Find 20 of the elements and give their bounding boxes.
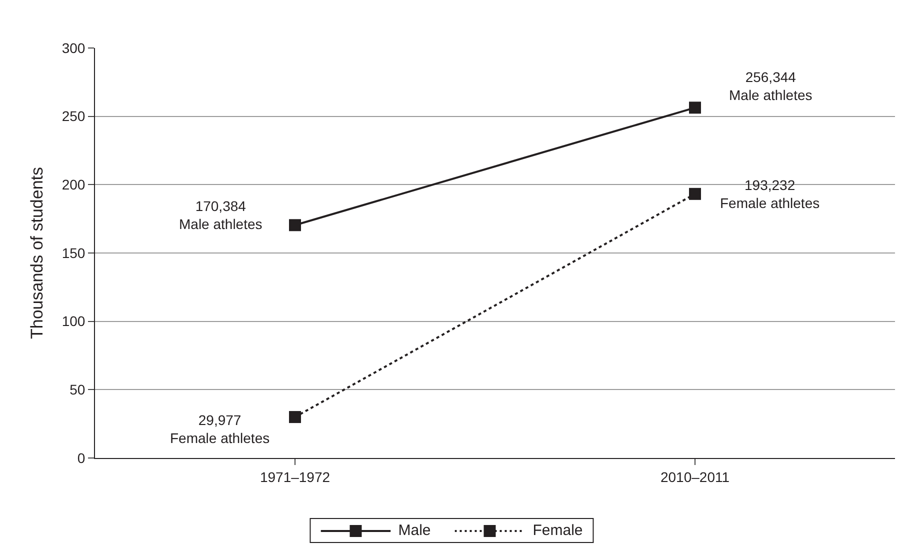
x-tick-label: 2010–2011 bbox=[660, 468, 730, 485]
y-axis-title: Thousands of students bbox=[27, 166, 46, 340]
annotation: 256,344 Male athletes bbox=[729, 69, 812, 104]
legend-label: Male bbox=[398, 522, 431, 539]
legend-label: Female bbox=[532, 522, 583, 539]
point bbox=[689, 102, 701, 114]
y-tick-label: 100 bbox=[62, 313, 86, 330]
annotation: 193,232 Female athletes bbox=[720, 177, 820, 212]
annotation: 29,977 Female athletes bbox=[170, 412, 270, 446]
y-tick-label: 250 bbox=[62, 108, 86, 124]
y-tick-label: 0 bbox=[77, 450, 86, 466]
x-tick-label: 1971–1972 bbox=[260, 468, 330, 485]
point bbox=[289, 411, 301, 424]
y-tick-label: 200 bbox=[62, 176, 86, 193]
y-tick-label: 300 bbox=[62, 40, 86, 56]
point bbox=[289, 219, 301, 232]
point bbox=[689, 188, 701, 200]
y-tick-label: 50 bbox=[70, 382, 86, 398]
y-tick-label: 150 bbox=[62, 244, 86, 261]
annotation: 170,384 Male athletes bbox=[179, 198, 262, 232]
